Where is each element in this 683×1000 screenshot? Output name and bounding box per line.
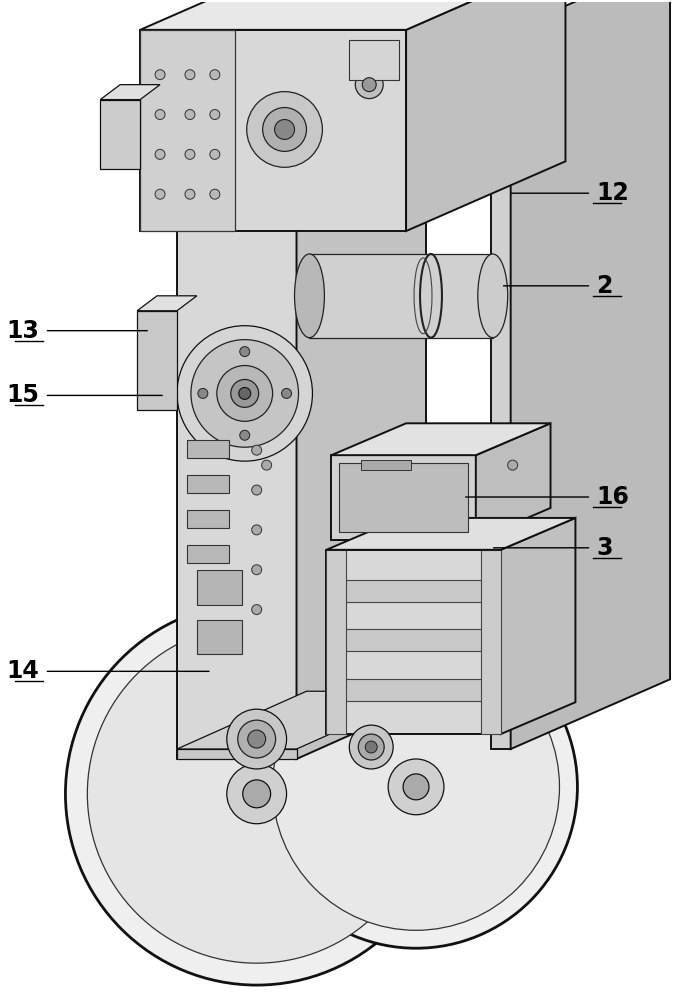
Polygon shape bbox=[326, 518, 575, 550]
Circle shape bbox=[66, 603, 448, 985]
Circle shape bbox=[252, 605, 262, 615]
Circle shape bbox=[185, 189, 195, 199]
Text: 2: 2 bbox=[596, 274, 613, 298]
Circle shape bbox=[359, 734, 384, 760]
Polygon shape bbox=[177, 691, 426, 749]
Polygon shape bbox=[349, 40, 399, 80]
Ellipse shape bbox=[478, 254, 507, 338]
Polygon shape bbox=[187, 545, 229, 563]
Circle shape bbox=[198, 388, 208, 398]
Polygon shape bbox=[197, 570, 242, 605]
Circle shape bbox=[365, 741, 377, 753]
Circle shape bbox=[155, 149, 165, 159]
Circle shape bbox=[275, 119, 294, 139]
Text: 12: 12 bbox=[596, 181, 629, 205]
Circle shape bbox=[227, 764, 287, 824]
Circle shape bbox=[155, 70, 165, 80]
Text: 13: 13 bbox=[7, 319, 40, 343]
Circle shape bbox=[355, 71, 383, 99]
Text: 14: 14 bbox=[7, 659, 40, 683]
Circle shape bbox=[155, 189, 165, 199]
Circle shape bbox=[255, 626, 577, 948]
Polygon shape bbox=[501, 518, 575, 734]
Circle shape bbox=[210, 70, 220, 80]
Polygon shape bbox=[140, 30, 235, 231]
Circle shape bbox=[388, 759, 444, 815]
Polygon shape bbox=[331, 455, 476, 540]
Circle shape bbox=[362, 78, 376, 92]
Text: 3: 3 bbox=[596, 536, 613, 560]
Circle shape bbox=[252, 525, 262, 535]
Circle shape bbox=[87, 625, 426, 963]
Circle shape bbox=[252, 445, 262, 455]
Circle shape bbox=[210, 149, 220, 159]
Polygon shape bbox=[177, 749, 296, 759]
Polygon shape bbox=[476, 423, 550, 540]
Polygon shape bbox=[491, 30, 511, 749]
Circle shape bbox=[238, 720, 276, 758]
Circle shape bbox=[240, 347, 250, 357]
Polygon shape bbox=[361, 460, 411, 470]
Text: 15: 15 bbox=[7, 383, 40, 407]
Circle shape bbox=[247, 92, 322, 167]
Circle shape bbox=[191, 340, 298, 447]
Text: 16: 16 bbox=[596, 485, 629, 509]
Circle shape bbox=[227, 709, 287, 769]
Circle shape bbox=[281, 388, 292, 398]
Circle shape bbox=[349, 725, 393, 769]
Circle shape bbox=[263, 108, 307, 151]
Polygon shape bbox=[331, 580, 496, 602]
Circle shape bbox=[239, 387, 251, 399]
Circle shape bbox=[185, 70, 195, 80]
Polygon shape bbox=[140, 0, 566, 30]
Polygon shape bbox=[406, 0, 566, 231]
Polygon shape bbox=[511, 0, 670, 749]
Polygon shape bbox=[177, 69, 426, 126]
Circle shape bbox=[507, 460, 518, 470]
Circle shape bbox=[252, 485, 262, 495]
Circle shape bbox=[217, 366, 273, 421]
Circle shape bbox=[240, 430, 250, 440]
Circle shape bbox=[231, 379, 259, 407]
Polygon shape bbox=[100, 100, 140, 169]
Polygon shape bbox=[187, 440, 229, 458]
Polygon shape bbox=[309, 254, 492, 338]
Ellipse shape bbox=[294, 254, 324, 338]
Circle shape bbox=[155, 110, 165, 119]
Polygon shape bbox=[326, 550, 346, 734]
Circle shape bbox=[185, 110, 195, 119]
Polygon shape bbox=[331, 423, 550, 455]
Circle shape bbox=[262, 460, 272, 470]
Polygon shape bbox=[177, 126, 296, 759]
Circle shape bbox=[177, 326, 312, 461]
Polygon shape bbox=[197, 620, 242, 654]
Polygon shape bbox=[331, 679, 496, 701]
Polygon shape bbox=[140, 30, 406, 231]
Polygon shape bbox=[339, 463, 468, 532]
Polygon shape bbox=[296, 69, 426, 759]
Circle shape bbox=[273, 643, 559, 930]
Circle shape bbox=[210, 110, 220, 119]
Polygon shape bbox=[187, 510, 229, 528]
Circle shape bbox=[185, 149, 195, 159]
Circle shape bbox=[210, 189, 220, 199]
Polygon shape bbox=[331, 629, 496, 651]
Polygon shape bbox=[187, 475, 229, 493]
Circle shape bbox=[403, 774, 429, 800]
Polygon shape bbox=[326, 550, 501, 734]
Polygon shape bbox=[137, 296, 197, 311]
Circle shape bbox=[252, 565, 262, 575]
Polygon shape bbox=[137, 311, 177, 410]
Polygon shape bbox=[100, 85, 160, 100]
Circle shape bbox=[248, 730, 266, 748]
Circle shape bbox=[242, 780, 270, 808]
Polygon shape bbox=[481, 550, 501, 734]
